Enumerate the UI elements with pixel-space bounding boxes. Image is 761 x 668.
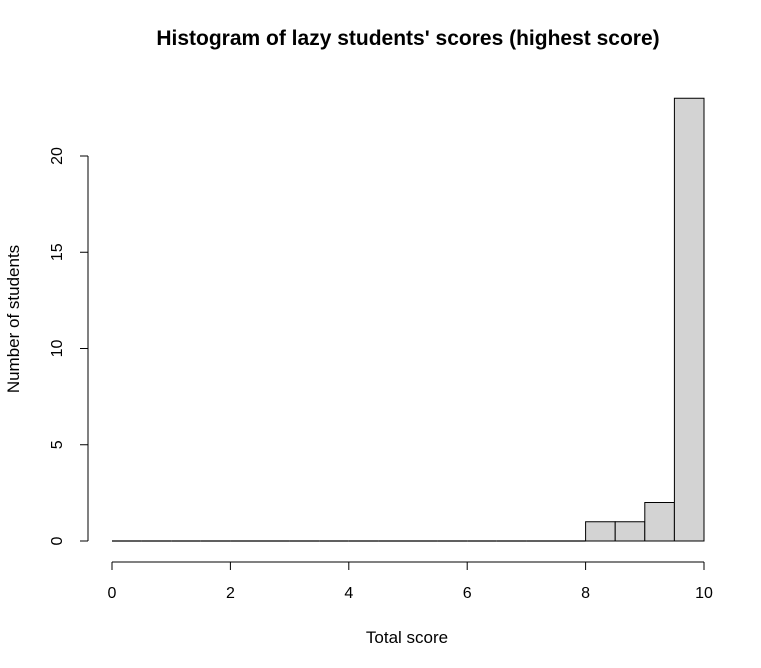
y-axis: 0 5 10 15 20	[49, 147, 89, 545]
chart-title: Histogram of lazy students' scores (high…	[156, 27, 659, 50]
x-tick-label: 10	[695, 585, 713, 602]
histogram-bar	[644, 502, 675, 542]
y-axis-label: Number of students	[4, 245, 23, 393]
x-tick-label: 2	[226, 585, 235, 602]
x-axis: 0 2 4 6 8 10	[108, 561, 713, 602]
x-tick-label: 0	[108, 585, 117, 602]
x-axis-label: Total score	[366, 628, 448, 647]
histogram-bar	[614, 521, 646, 542]
y-tick-label: 0	[49, 536, 66, 545]
x-tick-label: 8	[581, 585, 590, 602]
x-tick-label: 6	[463, 585, 472, 602]
x-tick-label: 4	[344, 585, 353, 602]
y-tick-label: 5	[49, 440, 66, 449]
y-tick-label: 10	[49, 340, 66, 358]
histogram-bar	[585, 521, 616, 542]
histogram-bar	[673, 97, 705, 542]
bars-group	[112, 97, 705, 542]
y-tick-label: 20	[49, 147, 66, 165]
y-tick-label: 15	[49, 243, 66, 261]
